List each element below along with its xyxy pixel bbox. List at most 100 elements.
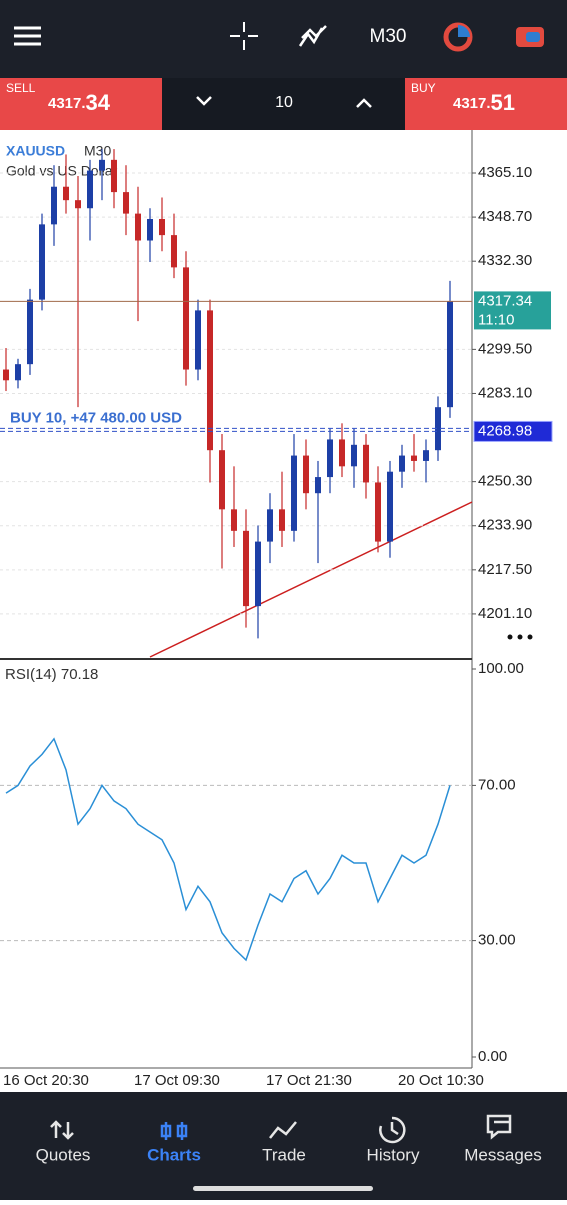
- rsi-title: RSI(14) 70.18: [5, 666, 98, 683]
- candle-body: [135, 213, 141, 241]
- buy-price: 4317.51: [453, 90, 515, 115]
- y-tick-label: 4283.10: [478, 384, 532, 401]
- nav-bar: [0, 1092, 567, 1200]
- candle-body: [15, 364, 21, 381]
- candle-body: [327, 439, 333, 478]
- y-tick-label: 4201.10: [478, 605, 532, 622]
- candle-body: [303, 455, 309, 494]
- candle-body: [399, 455, 405, 472]
- candle-body: [435, 407, 441, 451]
- sell-price-tail: 34: [86, 90, 111, 115]
- candle-body: [447, 301, 453, 408]
- indicator-icon[interactable]: [298, 25, 327, 47]
- timeframe[interactable]: M30: [370, 26, 407, 47]
- candle-body: [123, 192, 129, 214]
- nav-label: History: [367, 1145, 420, 1164]
- x-tick-label: 16 Oct 20:30: [3, 1072, 89, 1089]
- nav-label: Trade: [262, 1145, 306, 1164]
- candle-body: [99, 159, 105, 171]
- candle-body: [63, 186, 69, 201]
- x-tick-label: 17 Oct 21:30: [266, 1072, 352, 1089]
- nav-label: Charts: [147, 1145, 201, 1164]
- candle-body: [111, 159, 117, 193]
- sell-price: 4317.34: [48, 90, 111, 115]
- candle-body: [243, 530, 249, 607]
- candle-body: [339, 439, 345, 467]
- candle-body: [351, 444, 357, 467]
- nav-item[interactable]: Messages: [464, 1114, 542, 1164]
- top-bar: [0, 0, 567, 78]
- nav-item[interactable]: History: [367, 1116, 420, 1164]
- symbol: XAUUSD: [6, 143, 65, 159]
- candle-body: [147, 218, 153, 241]
- home-indicator: [193, 1186, 373, 1191]
- y-tick-label: 4348.70: [478, 208, 532, 225]
- candle-body: [279, 509, 285, 531]
- y-tick-label: 100.00: [478, 660, 524, 677]
- volume-up[interactable]: [356, 98, 372, 108]
- menu-icon[interactable]: [14, 26, 41, 46]
- candle-body: [51, 186, 57, 225]
- buy-label: BUY: [411, 81, 436, 95]
- nav-item[interactable]: Quotes: [36, 1120, 91, 1164]
- y-tick-label: 30.00: [478, 932, 516, 949]
- y-tick-label: 4365.10: [478, 164, 532, 181]
- more-icon[interactable]: [507, 634, 533, 640]
- price-tag: [474, 291, 551, 330]
- nav-label: Messages: [464, 1145, 541, 1164]
- nav-icon: [160, 1122, 188, 1140]
- sell-label: SELL: [6, 81, 36, 95]
- position-tag: [473, 420, 553, 442]
- nav-item[interactable]: Trade: [262, 1121, 306, 1164]
- crosshair-icon[interactable]: [230, 22, 258, 50]
- candle-body: [363, 444, 369, 483]
- x-tick-label: 20 Oct 10:30: [398, 1072, 484, 1089]
- volume[interactable]: 10: [275, 94, 293, 111]
- y-tick-label: 4332.30: [478, 252, 532, 269]
- volume-down[interactable]: [196, 96, 212, 106]
- candle-body: [3, 369, 9, 381]
- y-tick-label: 70.00: [478, 776, 516, 793]
- trade-icon[interactable]: [516, 27, 544, 47]
- rsi-line: [5, 737, 451, 962]
- candle-body: [375, 482, 381, 542]
- candle-body: [255, 541, 261, 607]
- candle-body: [159, 218, 165, 236]
- candle-body: [39, 224, 45, 300]
- countdown: 11:10: [478, 311, 514, 328]
- candle-body: [291, 455, 297, 531]
- y-tick-label: 0.00: [478, 1048, 507, 1065]
- candle-body: [231, 509, 237, 531]
- y-tick-label: 4250.30: [478, 473, 532, 490]
- nav-item[interactable]: Charts: [147, 1122, 201, 1164]
- candle-body: [267, 509, 273, 542]
- candle-body: [411, 455, 417, 461]
- current-price: 4317.34: [478, 292, 532, 309]
- candle-body: [75, 200, 81, 209]
- candle-body: [183, 267, 189, 370]
- buy-price-tail: 51: [491, 90, 515, 115]
- nav-icon: [379, 1116, 406, 1144]
- candle-body: [87, 170, 93, 209]
- candle-body: [195, 310, 201, 370]
- candle-body: [207, 310, 213, 451]
- x-tick-label: 17 Oct 09:30: [134, 1072, 220, 1089]
- y-tick-label: 4233.90: [478, 517, 532, 534]
- candle-body: [387, 471, 393, 542]
- buy-button[interactable]: [405, 78, 567, 130]
- nav-icon: [50, 1120, 74, 1140]
- buy-price-head: 4317.: [453, 95, 491, 112]
- theme-icon[interactable]: [443, 22, 473, 52]
- y-tick-label: 4217.50: [478, 561, 532, 578]
- position-price: 4268.98: [478, 422, 532, 439]
- y-tick-label: 4299.50: [478, 340, 532, 357]
- nav-icon: [269, 1121, 297, 1139]
- chart-timeframe: M30: [84, 143, 111, 159]
- candle-body: [27, 299, 33, 365]
- candle-body: [315, 477, 321, 494]
- sell-button[interactable]: [0, 78, 162, 130]
- position-label: BUY 10, +47 480.00 USD: [10, 409, 182, 426]
- candle-body: [219, 450, 225, 510]
